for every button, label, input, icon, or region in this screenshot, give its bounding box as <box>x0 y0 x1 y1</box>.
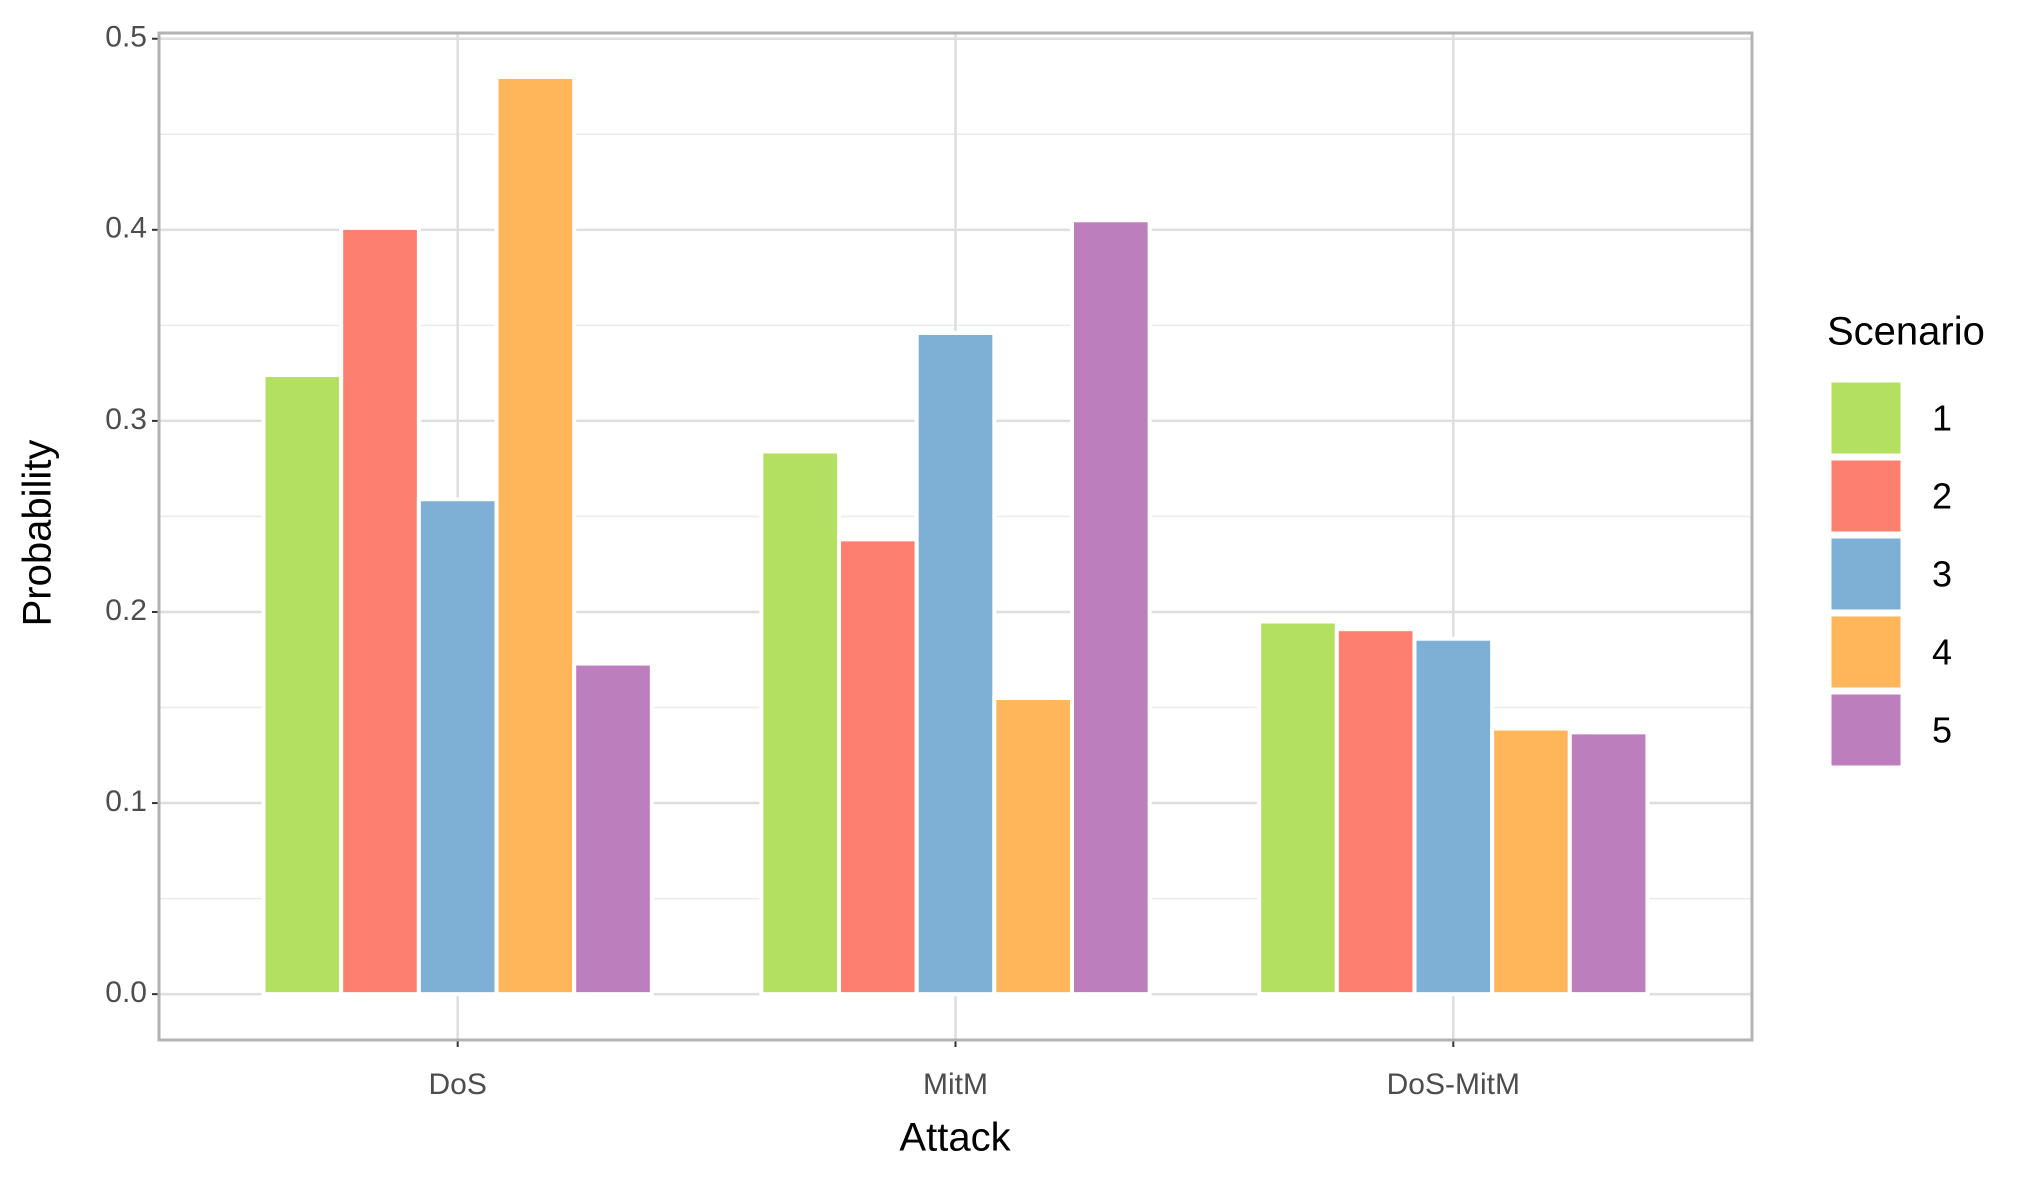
bar <box>494 74 577 997</box>
legend-label: 3 <box>1932 554 1952 595</box>
x-tick-label: MitM <box>923 1068 988 1101</box>
bar <box>914 330 997 997</box>
bar <box>1567 730 1650 997</box>
y-tick-label: 0.4 <box>105 212 147 245</box>
bar <box>1334 627 1417 997</box>
legend-key <box>1828 379 1904 457</box>
bar <box>1257 619 1339 997</box>
legend-label: 2 <box>1932 476 1952 517</box>
bar <box>837 537 919 997</box>
legend-label: 4 <box>1932 632 1952 673</box>
x-tick-label: DoS-MitM <box>1387 1068 1520 1101</box>
x-tick-label: DoS <box>429 1068 487 1101</box>
bar <box>416 497 499 997</box>
legend-key <box>1828 691 1904 769</box>
bar <box>1412 636 1495 997</box>
bar <box>261 373 344 997</box>
legend-key <box>1828 457 1904 535</box>
bar <box>572 661 654 997</box>
bar <box>1490 726 1572 997</box>
bar <box>992 695 1074 997</box>
y-tick-label: 0.0 <box>105 976 147 1009</box>
legend-key <box>1828 535 1904 613</box>
legend-label: 1 <box>1932 398 1952 439</box>
y-axis-title: Probability <box>16 440 60 627</box>
bar <box>1069 218 1152 997</box>
y-tick-label: 0.5 <box>105 21 147 54</box>
legend-label: 5 <box>1932 710 1952 751</box>
x-axis-title: Attack <box>899 1116 1011 1160</box>
panel-border <box>157 31 1754 1042</box>
y-tick-label: 0.3 <box>105 403 147 436</box>
legend-key <box>1828 613 1904 691</box>
bar <box>339 225 421 997</box>
y-tick-label: 0.1 <box>105 785 147 818</box>
bar <box>759 449 842 997</box>
legend-title: Scenario <box>1827 310 1985 354</box>
y-tick-label: 0.2 <box>105 594 147 627</box>
